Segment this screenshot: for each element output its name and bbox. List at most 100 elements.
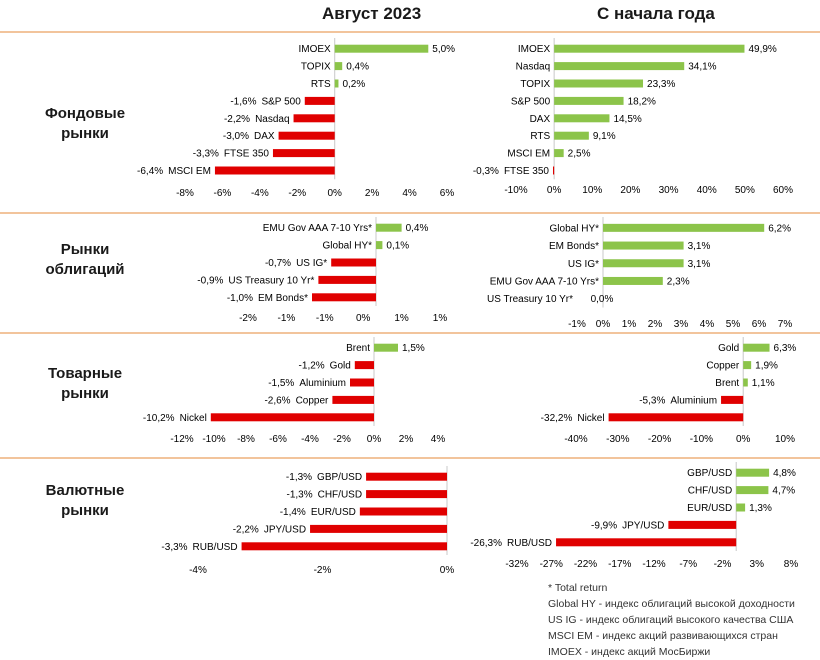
footnote: MSCI EM - индекс акций развивающихся стр… bbox=[548, 630, 778, 642]
category-label: Gold bbox=[330, 361, 351, 372]
bar bbox=[318, 275, 376, 284]
tick-label: -20% bbox=[648, 434, 671, 445]
category-label: Global HY* bbox=[323, 241, 373, 252]
category-label: CHF/USD bbox=[318, 490, 362, 501]
footnotes: * Total return Global HY - индекс облига… bbox=[548, 580, 795, 660]
bar bbox=[210, 413, 374, 422]
category-label: DAX bbox=[530, 114, 551, 125]
value-label: 2,5% bbox=[568, 149, 591, 160]
value-label: -0,3% bbox=[473, 166, 499, 177]
bar bbox=[554, 131, 589, 140]
value-label: 1,1% bbox=[752, 378, 775, 389]
tick-label: 40% bbox=[697, 185, 717, 196]
value-label: 0,2% bbox=[342, 79, 365, 90]
bar bbox=[376, 241, 383, 250]
bar bbox=[554, 149, 564, 158]
value-label: 34,1% bbox=[688, 62, 716, 73]
tick-label: -6% bbox=[269, 434, 287, 445]
bar bbox=[312, 293, 376, 302]
tick-label: -27% bbox=[540, 559, 563, 570]
bar bbox=[350, 378, 374, 387]
tick-label: 0% bbox=[367, 434, 382, 445]
separator-fx bbox=[0, 457, 820, 459]
bar bbox=[331, 258, 376, 267]
value-label: -2,2% bbox=[224, 114, 250, 125]
tick-label: 4% bbox=[402, 188, 417, 199]
footnote: IMOEX - индекс акций МосБиржи bbox=[548, 646, 711, 658]
category-label: Nickel bbox=[180, 413, 207, 424]
section-label-line: Фондовые bbox=[44, 105, 126, 122]
value-label: -9,9% bbox=[591, 520, 617, 531]
category-label: EMU Gov AAA 7-10 Yrs* bbox=[263, 223, 372, 234]
category-label: TOPIX bbox=[520, 79, 550, 90]
category-label: EUR/USD bbox=[311, 507, 356, 518]
tick-label: -17% bbox=[608, 559, 631, 570]
tick-label: 20% bbox=[620, 185, 640, 196]
category-label: Copper bbox=[706, 361, 739, 372]
separator-top bbox=[0, 31, 820, 33]
tick-label: 30% bbox=[659, 185, 679, 196]
section-label-line: облигаций bbox=[45, 261, 125, 278]
bar bbox=[736, 468, 770, 477]
value-label: -3,0% bbox=[223, 131, 249, 142]
section-label-line: рынки bbox=[61, 125, 109, 142]
tick-label: 0% bbox=[596, 319, 611, 330]
tick-label: -1% bbox=[278, 313, 296, 324]
bar bbox=[554, 96, 624, 105]
section-label-line: Товарные bbox=[47, 365, 123, 382]
tick-label: -40% bbox=[564, 434, 587, 445]
bar bbox=[293, 114, 335, 123]
category-label: Copper bbox=[296, 395, 329, 406]
category-label: MSCI EM bbox=[507, 149, 550, 160]
tick-label: -10% bbox=[504, 185, 527, 196]
value-label: -2,6% bbox=[264, 395, 290, 406]
bar bbox=[304, 96, 335, 105]
bar bbox=[334, 62, 343, 71]
category-label: S&P 500 bbox=[261, 96, 301, 107]
section-label-bonds: Рынки облигаций bbox=[26, 240, 144, 280]
tick-label: -12% bbox=[642, 559, 665, 570]
bar bbox=[721, 395, 744, 404]
ytd-title: С начала года bbox=[597, 4, 715, 23]
tick-label: -8% bbox=[237, 434, 255, 445]
category-label: FTSE 350 bbox=[224, 149, 269, 160]
value-label: -1,3% bbox=[286, 490, 312, 501]
value-label: 5,0% bbox=[432, 44, 455, 55]
tick-label: 10% bbox=[582, 185, 602, 196]
tick-label: -12% bbox=[170, 434, 193, 445]
value-label: -5,3% bbox=[639, 395, 665, 406]
value-label: -3,3% bbox=[161, 542, 187, 553]
tick-label: -6% bbox=[214, 188, 232, 199]
tick-label: 3% bbox=[750, 559, 765, 570]
category-label: GBP/USD bbox=[317, 472, 362, 483]
tick-label: 1% bbox=[394, 313, 409, 324]
bar bbox=[554, 62, 685, 71]
bar bbox=[354, 361, 374, 370]
tick-label: -2% bbox=[314, 565, 332, 576]
bar bbox=[310, 524, 447, 533]
tick-label: -10% bbox=[690, 434, 713, 445]
value-label: 0,4% bbox=[406, 223, 429, 234]
tick-label: -22% bbox=[574, 559, 597, 570]
tick-label: -7% bbox=[679, 559, 697, 570]
bar bbox=[603, 223, 765, 232]
value-label: -1,5% bbox=[268, 378, 294, 389]
tick-label: 8% bbox=[784, 559, 799, 570]
tick-label: -2% bbox=[333, 434, 351, 445]
value-label: -3,3% bbox=[193, 149, 219, 160]
value-label: 1,3% bbox=[749, 503, 772, 514]
section-label-fx: Валютные рынки bbox=[26, 481, 144, 521]
value-label: -6,4% bbox=[137, 166, 163, 177]
august-title: Август 2023 bbox=[322, 4, 422, 23]
category-label: Brent bbox=[346, 343, 370, 354]
bar bbox=[608, 413, 744, 422]
footnote: Global HY - индекс облигаций высокой дох… bbox=[548, 598, 795, 610]
tick-label: 2% bbox=[365, 188, 380, 199]
value-label: 0,1% bbox=[386, 241, 409, 252]
category-label: RUB/USD bbox=[507, 538, 552, 549]
bar bbox=[374, 343, 398, 352]
value-label: -1,2% bbox=[299, 361, 325, 372]
bar bbox=[554, 114, 610, 123]
tick-label: 0% bbox=[356, 313, 371, 324]
